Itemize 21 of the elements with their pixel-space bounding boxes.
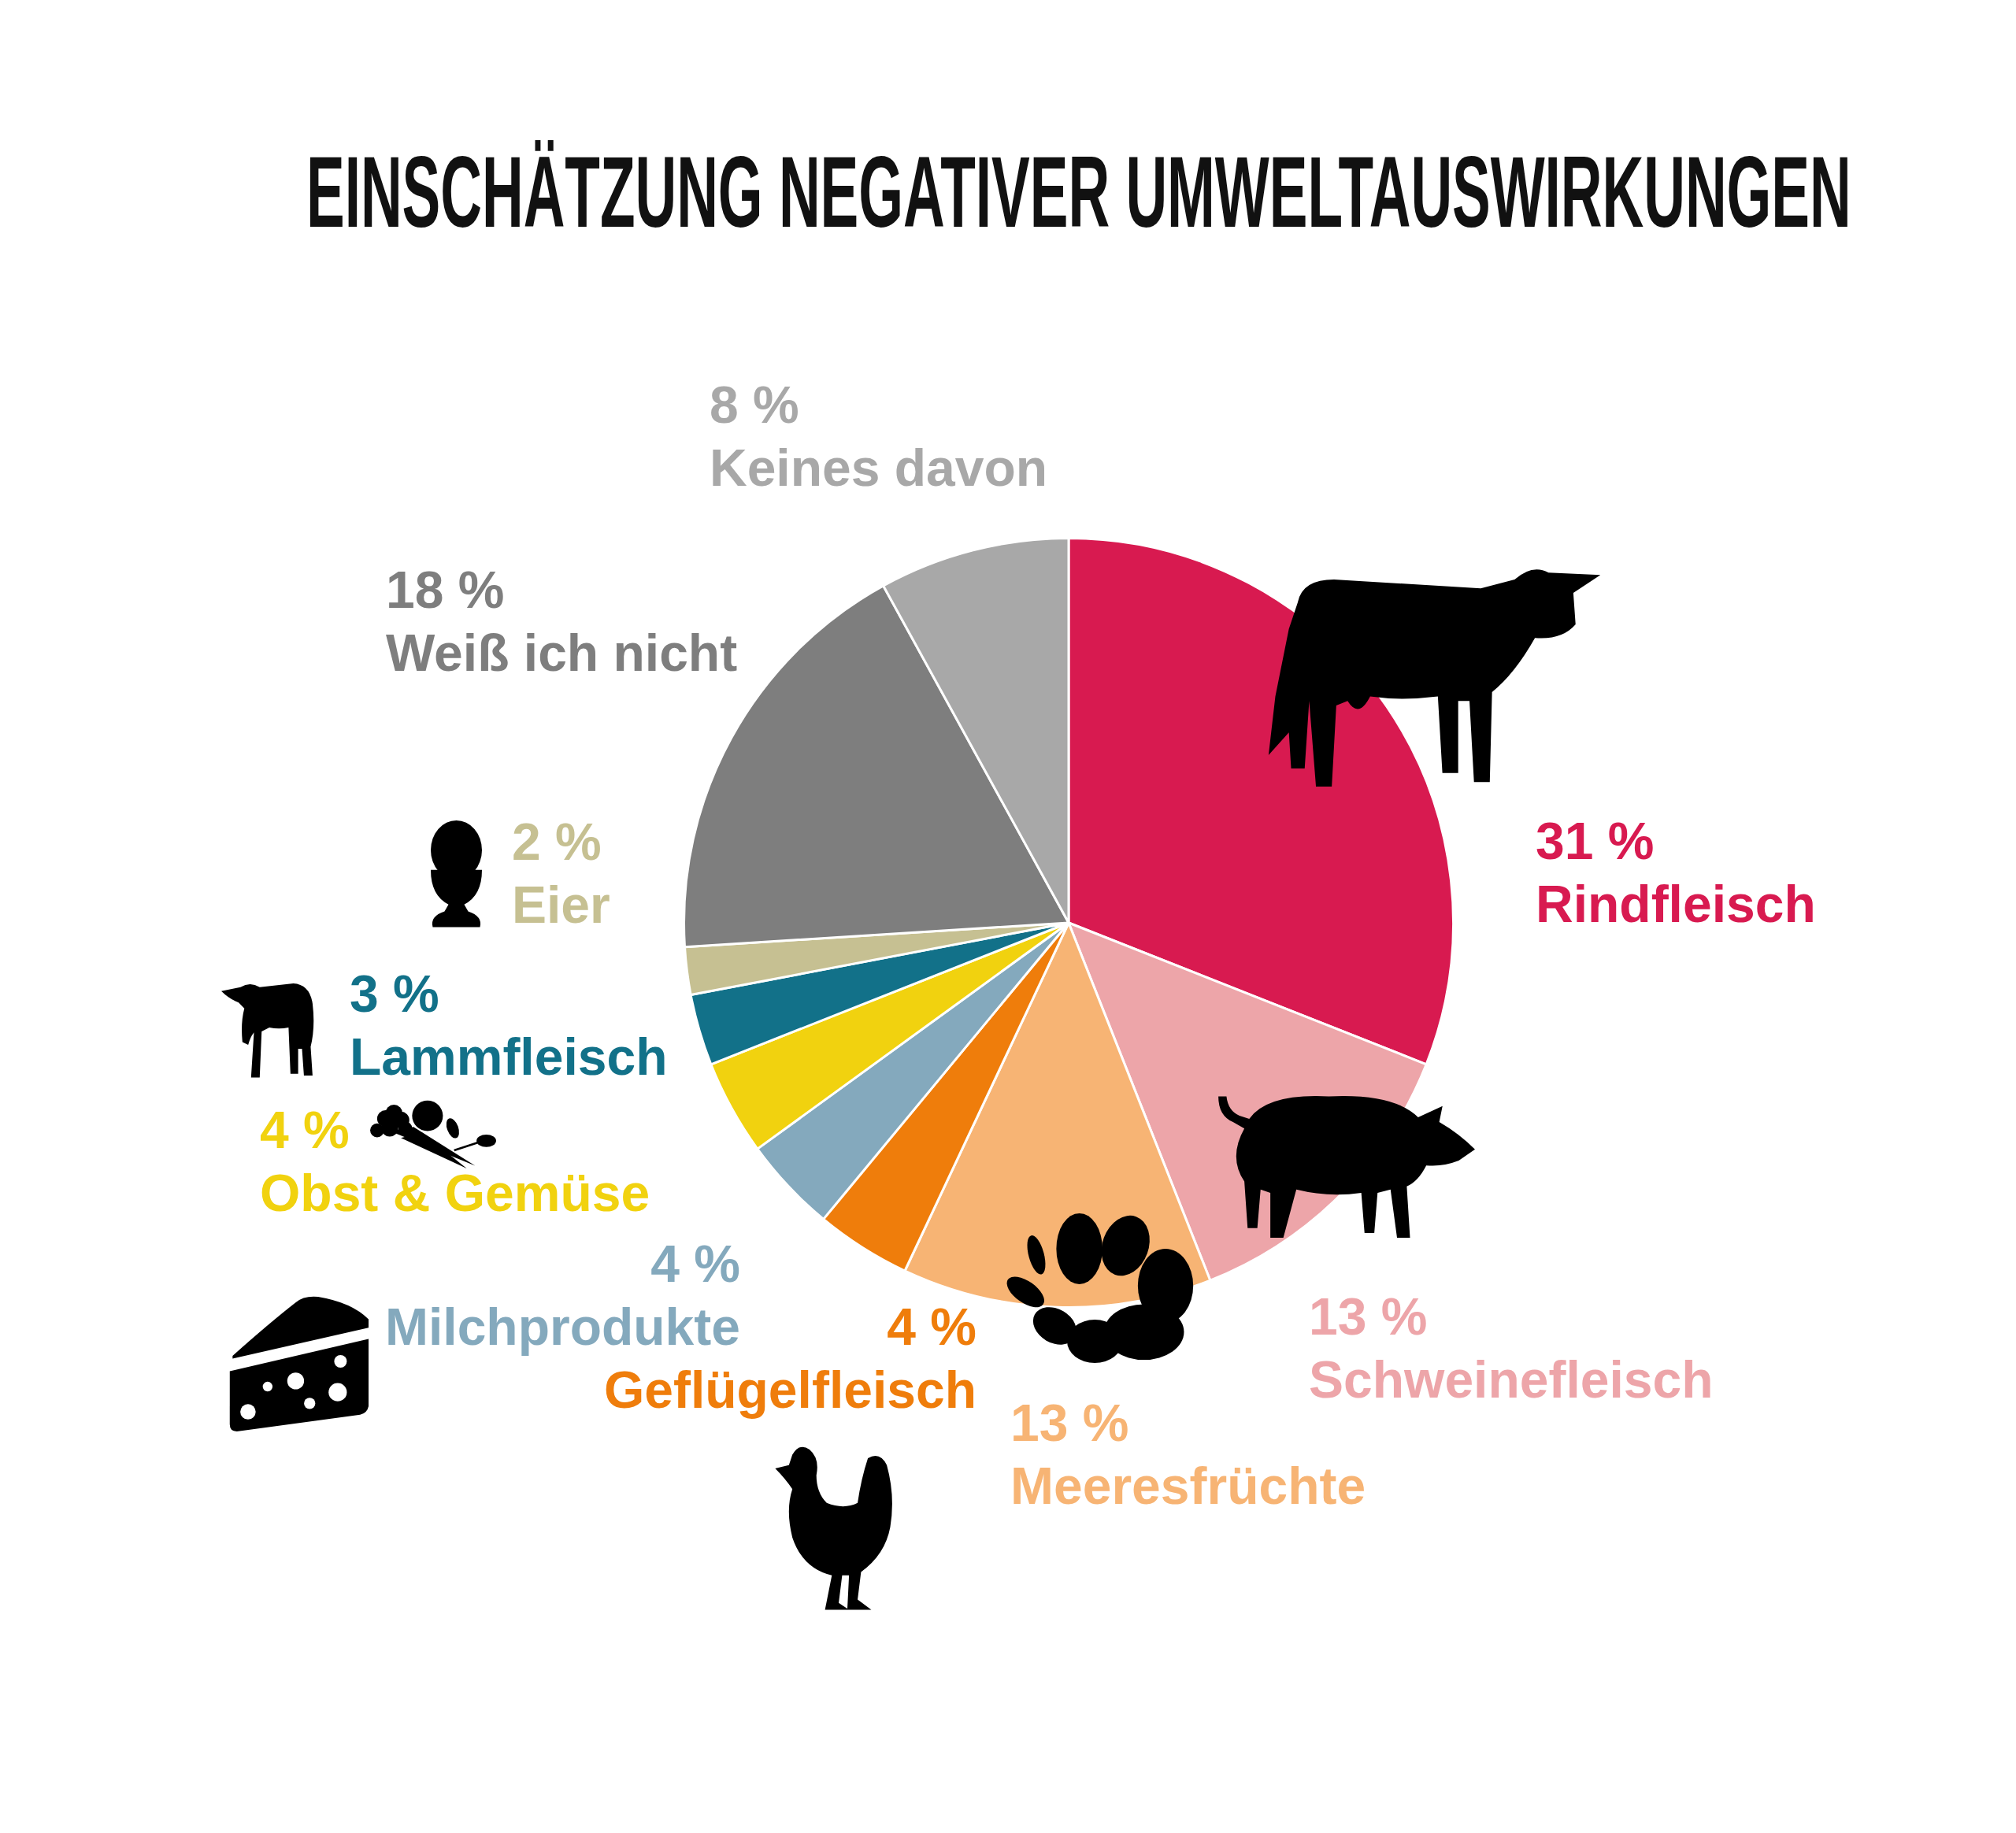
slice-label: Milchprodukte (384, 1298, 740, 1357)
data-label: 8 % (710, 376, 799, 435)
data-label: 13 % (1010, 1394, 1129, 1453)
chart-title: EINSCHÄTZUNG NEGATIVER UMWELTAUSWIRKUNGEN (306, 135, 1851, 248)
slice-label: Schweinefleisch (1309, 1350, 1714, 1409)
data-label: 4 % (260, 1101, 350, 1160)
slice-label: Rindfleisch (1536, 875, 1816, 934)
slice-label: Weiß ich nicht (386, 624, 738, 683)
data-label: 18 % (386, 561, 505, 620)
slice-label: Obst & Gemüse (260, 1164, 650, 1223)
slice-label: Eier (512, 876, 610, 935)
slice-label: Meeresfrüchte (1010, 1457, 1366, 1516)
slice-label: Geflügelfleisch (603, 1361, 976, 1420)
slice-label: Keines davon (710, 439, 1048, 498)
data-label: 2 % (512, 813, 602, 872)
data-label: 3 % (350, 965, 439, 1024)
data-label: 31 % (1536, 812, 1655, 871)
data-label: 13 % (1309, 1287, 1428, 1346)
slice-label: Lammfleisch (350, 1028, 668, 1087)
data-label: 4 % (650, 1235, 740, 1294)
data-label: 4 % (887, 1298, 976, 1357)
